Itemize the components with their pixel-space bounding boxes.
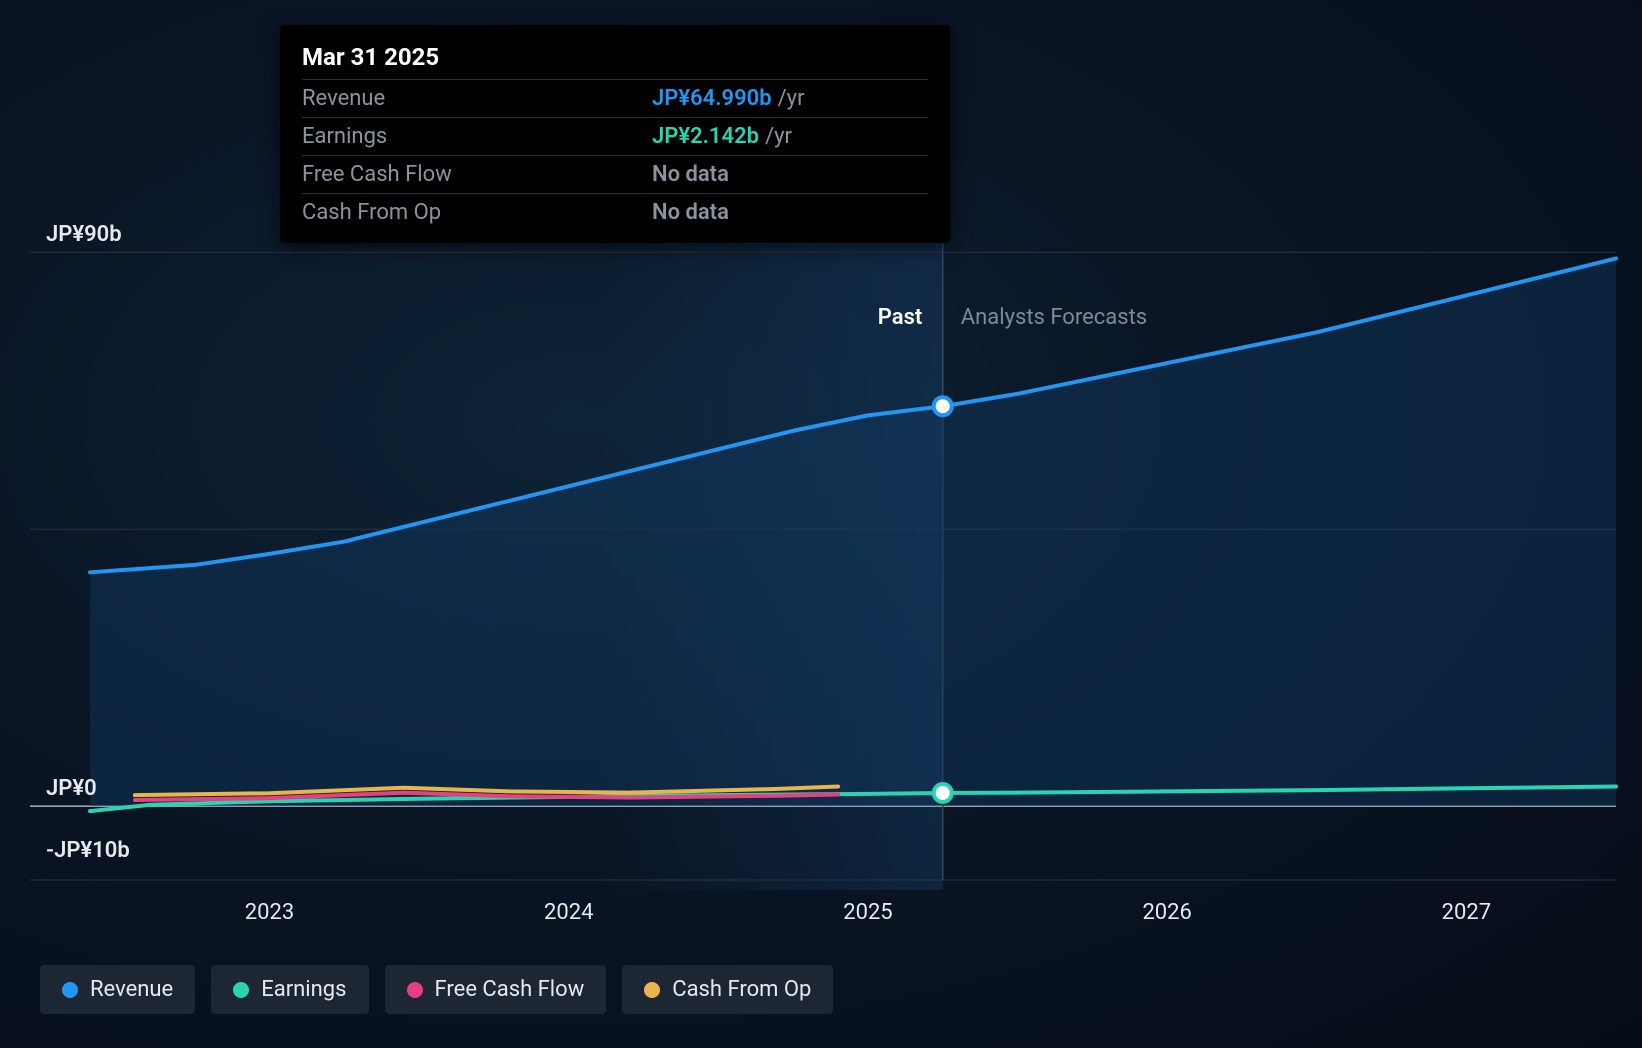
y-axis-label: JP¥0 (46, 776, 97, 801)
legend-dot-icon (233, 982, 249, 998)
y-axis-label: -JP¥10b (46, 838, 130, 863)
legend-item-revenue[interactable]: Revenue (40, 965, 195, 1014)
legend-dot-icon (407, 982, 423, 998)
tooltip-metric-label: Free Cash Flow (302, 162, 652, 187)
chart-tooltip: Mar 31 2025 RevenueJP¥64.990b/yrEarnings… (280, 25, 950, 243)
tooltip-metric-unit: /yr (765, 124, 792, 149)
tooltip-metric-value: No data (652, 162, 729, 187)
legend-item-fcf[interactable]: Free Cash Flow (385, 965, 607, 1014)
tooltip-row: EarningsJP¥2.142b/yr (302, 117, 928, 155)
legend-item-earnings[interactable]: Earnings (211, 965, 368, 1014)
tooltip-metric-label: Earnings (302, 124, 652, 149)
legend-bar: Revenue Earnings Free Cash Flow Cash From O… (40, 965, 833, 1014)
legend-label: Cash From Op (672, 977, 811, 1002)
x-axis-label: 2027 (1442, 900, 1491, 925)
past-region-label: Past (878, 305, 923, 330)
tooltip-row: Cash From OpNo data (302, 193, 928, 231)
tooltip-row: Free Cash FlowNo data (302, 155, 928, 193)
legend-item-cfo[interactable]: Cash From Op (622, 965, 833, 1014)
legend-dot-icon (62, 982, 78, 998)
legend-label: Revenue (90, 977, 173, 1002)
x-axis-label: 2023 (245, 900, 294, 925)
tooltip-metric-label: Revenue (302, 86, 652, 111)
x-axis-label: 2025 (843, 900, 892, 925)
tooltip-metric-unit: /yr (778, 86, 805, 111)
tooltip-metric-label: Cash From Op (302, 200, 652, 225)
tooltip-metric-value: No data (652, 200, 729, 225)
forecast-region-label: Analysts Forecasts (961, 305, 1147, 330)
tooltip-metric-value: JP¥64.990b (652, 86, 772, 111)
x-axis-label: 2026 (1142, 900, 1191, 925)
legend-dot-icon (644, 982, 660, 998)
y-axis-label: JP¥90b (46, 222, 122, 247)
legend-label: Earnings (261, 977, 346, 1002)
x-axis-label: 2024 (544, 900, 593, 925)
tooltip-metric-value: JP¥2.142b (652, 124, 759, 149)
tooltip-date: Mar 31 2025 (302, 43, 928, 71)
legend-label: Free Cash Flow (435, 977, 585, 1002)
tooltip-row: RevenueJP¥64.990b/yr (302, 79, 928, 117)
